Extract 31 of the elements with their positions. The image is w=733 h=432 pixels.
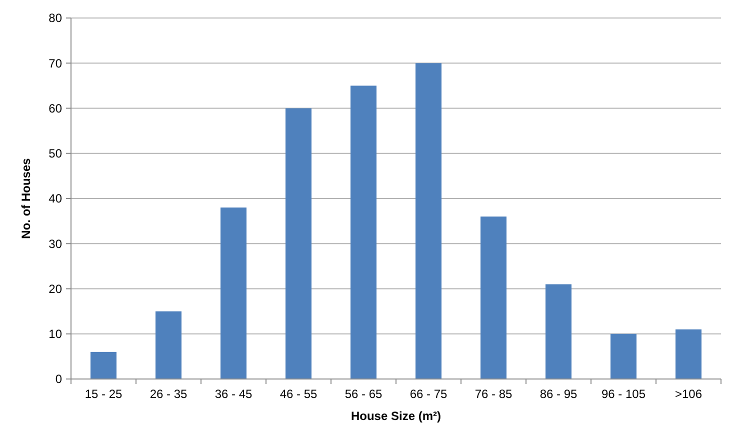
y-tick-label: 70 [48, 56, 62, 70]
bar [156, 311, 182, 379]
y-tick-label: 0 [55, 372, 62, 386]
bar [220, 208, 246, 379]
x-tick-label: 46 - 55 [280, 387, 318, 401]
x-tick-label: 26 - 35 [150, 387, 188, 401]
bar [676, 329, 702, 379]
y-tick-label: 10 [48, 327, 62, 342]
y-tick-label: 40 [48, 192, 62, 206]
y-tick-label: 50 [48, 146, 62, 161]
bar [350, 86, 376, 379]
x-tick-label: 15 - 25 [84, 387, 123, 401]
y-tick-label: 80 [48, 11, 62, 26]
x-tick-label: 96 - 105 [601, 387, 646, 401]
bar [90, 352, 116, 379]
x-tick-label: 66 - 75 [410, 387, 448, 401]
x-tick-label: 36 - 45 [214, 387, 253, 401]
y-axis-title: No. of Houses [19, 158, 33, 239]
bar [286, 108, 312, 379]
y-tick-label: 20 [48, 282, 62, 296]
bar [480, 216, 506, 379]
x-tick-label: >106 [674, 387, 702, 401]
x-tick-label: 86 - 95 [540, 387, 578, 401]
bar [610, 334, 636, 379]
x-axis-title: House Size (m²) [350, 409, 442, 423]
bar [416, 63, 442, 379]
x-tick-label: 56 - 65 [344, 387, 383, 401]
bar [546, 284, 572, 379]
y-tick-label: 60 [48, 101, 62, 116]
x-tick-label: 76 - 85 [474, 387, 513, 401]
y-tick-label: 30 [48, 236, 62, 251]
